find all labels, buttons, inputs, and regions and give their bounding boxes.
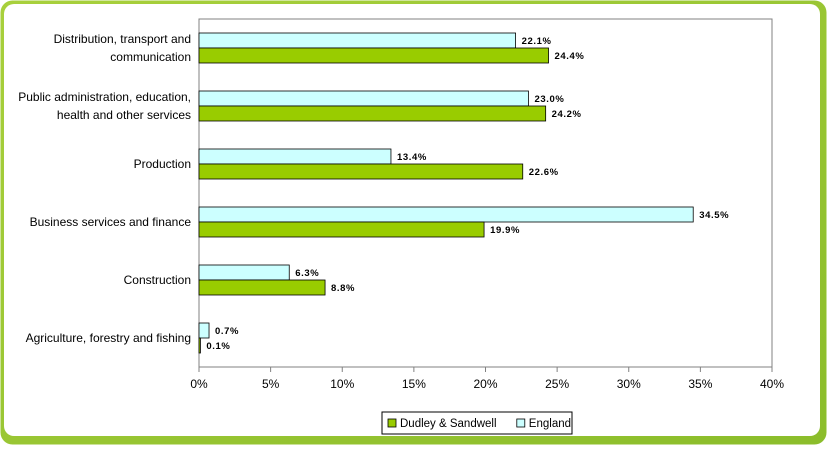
data-label-england-0: 22.1% — [522, 36, 552, 47]
x-tick-label-2: 10% — [330, 377, 354, 391]
category-label-business-services-and-finance: Business services and finance — [30, 215, 192, 229]
legend — [381, 411, 573, 435]
x-tick-label-7: 35% — [688, 377, 712, 391]
data-label-dudley-sandwell-4: 8.8% — [331, 283, 355, 294]
data-label-dudley-sandwell-1: 24.2% — [552, 109, 582, 120]
bar-england-2 — [198, 148, 392, 165]
plot-area — [198, 18, 773, 368]
bar-dudley-sandwell-4 — [198, 279, 326, 296]
data-label-dudley-sandwell-5: 0.1% — [206, 341, 230, 352]
x-tick-label-1: 5% — [262, 377, 280, 391]
data-label-dudley-sandwell-2: 22.6% — [529, 167, 559, 178]
bar-dudley-sandwell-2 — [198, 163, 524, 180]
category-label-public-administration-education-health-and-other-services: Public administration, education, health … — [18, 90, 191, 122]
bar-england-5 — [198, 322, 210, 339]
bar-england-3 — [198, 206, 694, 223]
legend-swatch-england — [516, 418, 526, 428]
data-label-england-5: 0.7% — [215, 326, 239, 337]
bar-dudley-sandwell-1 — [198, 105, 547, 122]
data-label-england-2: 13.4% — [397, 152, 427, 163]
legend-label-england: England — [529, 418, 571, 430]
x-tick-label-5: 25% — [545, 377, 569, 391]
bar-england-0 — [198, 32, 516, 49]
bar-england-4 — [198, 264, 290, 281]
category-label-agriculture-forestry-and-fishing: Agriculture, forestry and fishing — [26, 331, 191, 345]
legend-label-dudley-sandwell: Dudley & Sandwell — [400, 418, 497, 430]
x-tick-label-8: 40% — [760, 377, 784, 391]
legend-swatch-dudley-sandwell — [387, 418, 397, 428]
data-label-england-3: 34.5% — [699, 210, 729, 221]
data-label-dudley-sandwell-0: 24.4% — [555, 51, 585, 62]
bar-dudley-sandwell-0 — [198, 47, 549, 64]
x-tick-label-6: 30% — [617, 377, 641, 391]
category-label-distribution-transport-and-communication: Distribution, transport and communication — [54, 32, 191, 64]
data-label-dudley-sandwell-3: 19.9% — [490, 225, 520, 236]
x-tick-label-4: 20% — [473, 377, 497, 391]
x-tick-label-0: 0% — [190, 377, 208, 391]
data-label-england-1: 23.0% — [534, 94, 564, 105]
bar-dudley-sandwell-5 — [198, 337, 201, 354]
category-label-construction: Construction — [124, 273, 191, 287]
bar-england-1 — [198, 90, 529, 107]
data-label-england-4: 6.3% — [295, 268, 319, 279]
bar-dudley-sandwell-3 — [198, 221, 485, 238]
x-tick-label-3: 15% — [402, 377, 426, 391]
category-label-production: Production — [134, 157, 191, 171]
